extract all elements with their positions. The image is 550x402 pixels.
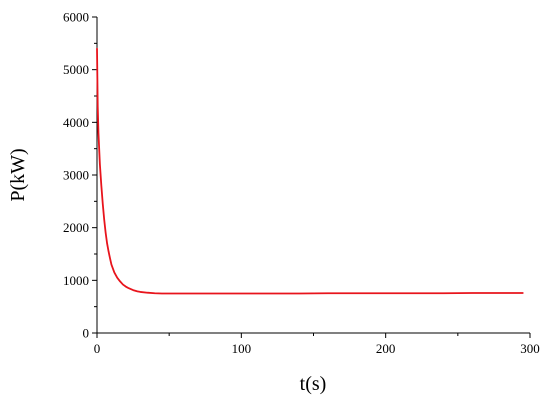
x-tick-label: 200 [376, 341, 396, 356]
axes [96, 17, 530, 334]
y-tick-label: 5000 [63, 62, 89, 77]
series [96, 47, 524, 295]
x-tick-label: 0 [94, 341, 101, 356]
ticks [92, 16, 531, 338]
x-tick-label: 100 [232, 341, 252, 356]
tick-labels: 0 1000 2000 3000 4000 5000 6000 0 100 200 300 [63, 10, 540, 357]
y-tick-label: 3000 [63, 168, 89, 183]
y-tick-label: 6000 [63, 10, 89, 25]
x-axis-title: t(s) [300, 373, 327, 395]
y-tick-label: 1000 [63, 273, 89, 288]
y-tick-label: 2000 [63, 220, 89, 235]
y-tick-label: 0 [83, 326, 90, 341]
x-tick-label: 300 [520, 341, 540, 356]
series-line [96, 47, 524, 295]
y-tick-label: 4000 [63, 115, 89, 130]
y-axis-title: P(kW) [7, 148, 29, 201]
